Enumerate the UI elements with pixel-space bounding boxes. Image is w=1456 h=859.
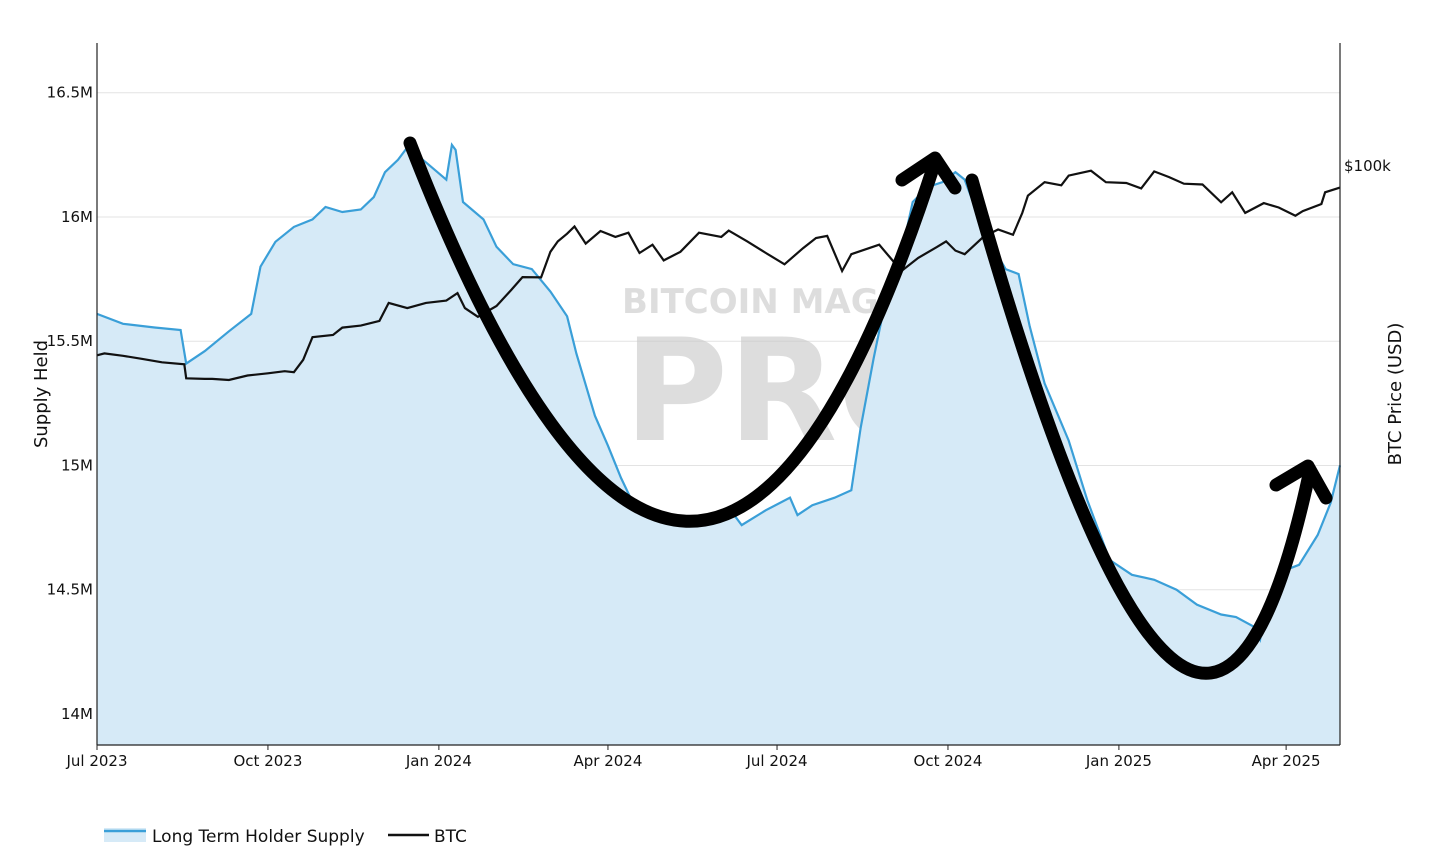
down-curve-arrow-2 xyxy=(965,173,1317,680)
y-tick-label: 16M xyxy=(61,208,93,226)
y-tick-label: 16.5M xyxy=(47,84,93,102)
y-tick-label: 14M xyxy=(61,705,93,723)
y-axis-ticks: 14M 14.5M 15M 15.5M 16M 16.5M xyxy=(47,84,93,723)
x-axis-ticks: Jul 2023 Oct 2023 Jan 2024 Apr 2024 Jul 2024… xyxy=(65,745,1321,770)
legend-item-lths[interactable]: Long Term Holder Supply xyxy=(104,827,365,847)
y-axis-title: Supply Held xyxy=(31,340,52,448)
x-tick-label: Jan 2025 xyxy=(1085,752,1152,770)
y2-tick-label: $100k xyxy=(1344,157,1391,175)
y-tick-label: 15M xyxy=(61,456,93,474)
y2-axis-ticks: $100k xyxy=(1344,157,1391,175)
x-tick-label: Jul 2023 xyxy=(65,752,127,770)
annotation-arrows xyxy=(403,136,1333,680)
lths-area-fill xyxy=(97,144,1340,745)
y-tick-label: 14.5M xyxy=(47,581,93,599)
x-tick-label: Oct 2023 xyxy=(233,752,302,770)
legend: Long Term Holder Supply BTC xyxy=(104,827,467,847)
btc-series-line xyxy=(96,169,1341,382)
x-tick-label: Jul 2024 xyxy=(746,752,808,770)
arrow-head-1 xyxy=(895,151,962,195)
y-tick-label: 15.5M xyxy=(47,332,93,350)
axes xyxy=(96,43,1341,746)
x-tick-label: Oct 2024 xyxy=(914,752,983,770)
arrow-head-2 xyxy=(1269,459,1333,505)
legend-lths-label: Long Term Holder Supply xyxy=(152,827,365,847)
legend-btc-label: BTC xyxy=(434,827,467,847)
x-tick-label: Apr 2024 xyxy=(573,752,642,770)
x-tick-label: Jan 2024 xyxy=(405,752,472,770)
y2-axis-title: BTC Price (USD) xyxy=(1385,323,1406,466)
x-tick-label: Apr 2025 xyxy=(1252,752,1321,770)
down-curve-arrow-1 xyxy=(403,136,942,528)
legend-item-btc[interactable]: BTC xyxy=(388,827,467,847)
